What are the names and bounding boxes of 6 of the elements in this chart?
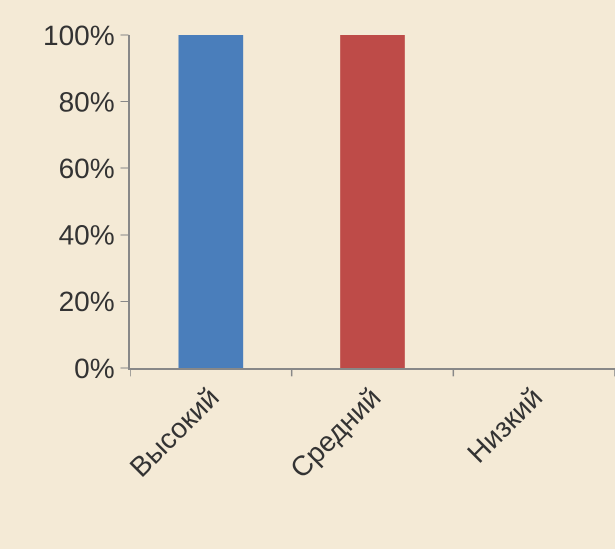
y-tick-label: 60% bbox=[58, 153, 115, 184]
y-tick-label: 0% bbox=[74, 352, 115, 384]
y-tick-label: 20% bbox=[58, 286, 115, 318]
y-tick-label: 100% bbox=[43, 20, 115, 51]
y-tick-label: 80% bbox=[58, 86, 115, 118]
y-tick-label: 40% bbox=[58, 220, 115, 251]
